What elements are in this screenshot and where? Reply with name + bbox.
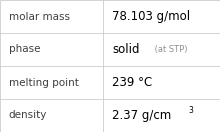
Text: melting point: melting point: [9, 77, 79, 88]
Text: density: density: [9, 110, 47, 121]
Text: 78.103 g/mol: 78.103 g/mol: [112, 10, 190, 23]
Text: phase: phase: [9, 44, 40, 55]
Text: solid: solid: [112, 43, 140, 56]
Text: (at STP): (at STP): [152, 45, 188, 54]
Text: molar mass: molar mass: [9, 11, 70, 22]
Text: 3: 3: [189, 106, 194, 115]
Text: 239 °C: 239 °C: [112, 76, 152, 89]
Text: 2.37 g/cm: 2.37 g/cm: [112, 109, 171, 122]
